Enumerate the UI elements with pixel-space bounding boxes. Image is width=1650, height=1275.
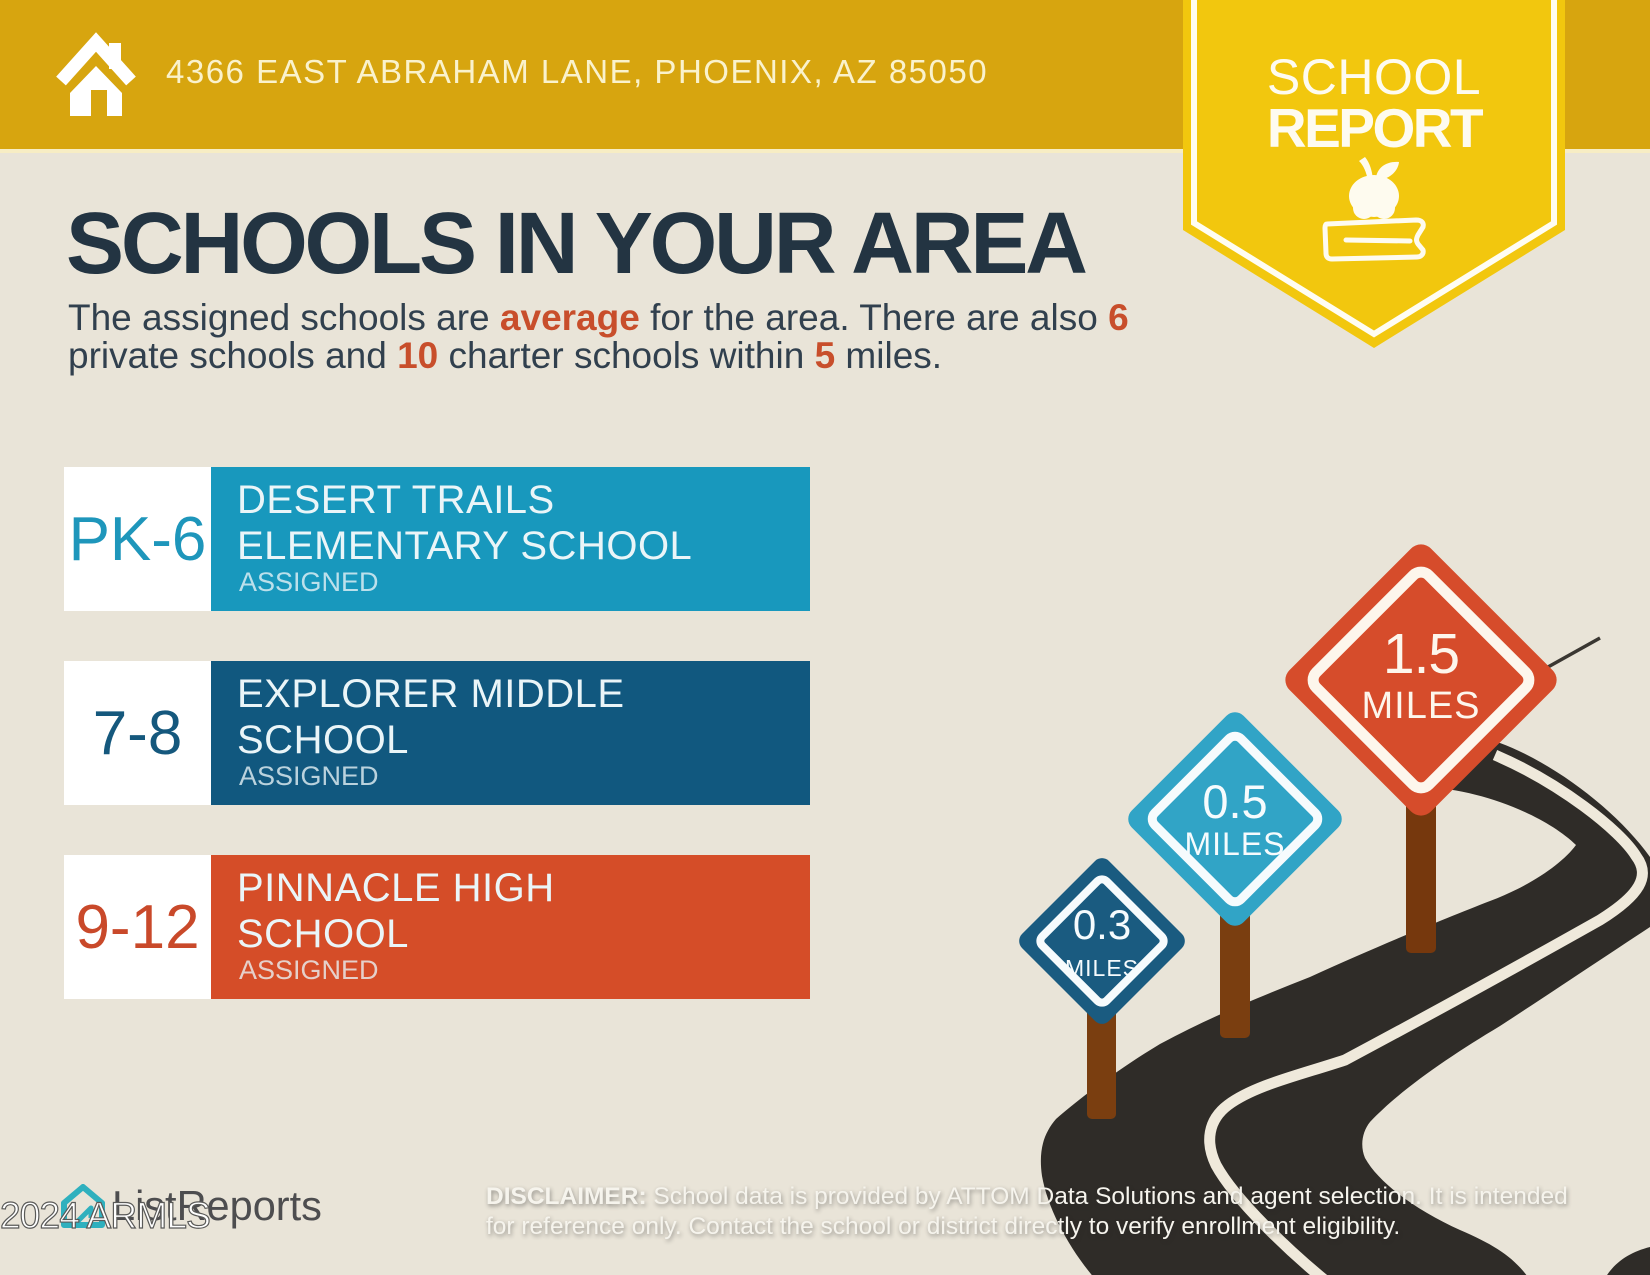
svg-text:MILES: MILES bbox=[1065, 955, 1139, 981]
svg-text:0.3: 0.3 bbox=[1073, 901, 1131, 948]
svg-text:0.5: 0.5 bbox=[1202, 775, 1267, 828]
svg-text:1.5: 1.5 bbox=[1383, 622, 1459, 686]
svg-text:REPORT: REPORT bbox=[1267, 97, 1483, 159]
svg-text:MILES: MILES bbox=[1361, 685, 1480, 727]
svg-text:MILES: MILES bbox=[1184, 826, 1285, 862]
svg-text:SCHOOL: SCHOOL bbox=[1267, 49, 1481, 105]
